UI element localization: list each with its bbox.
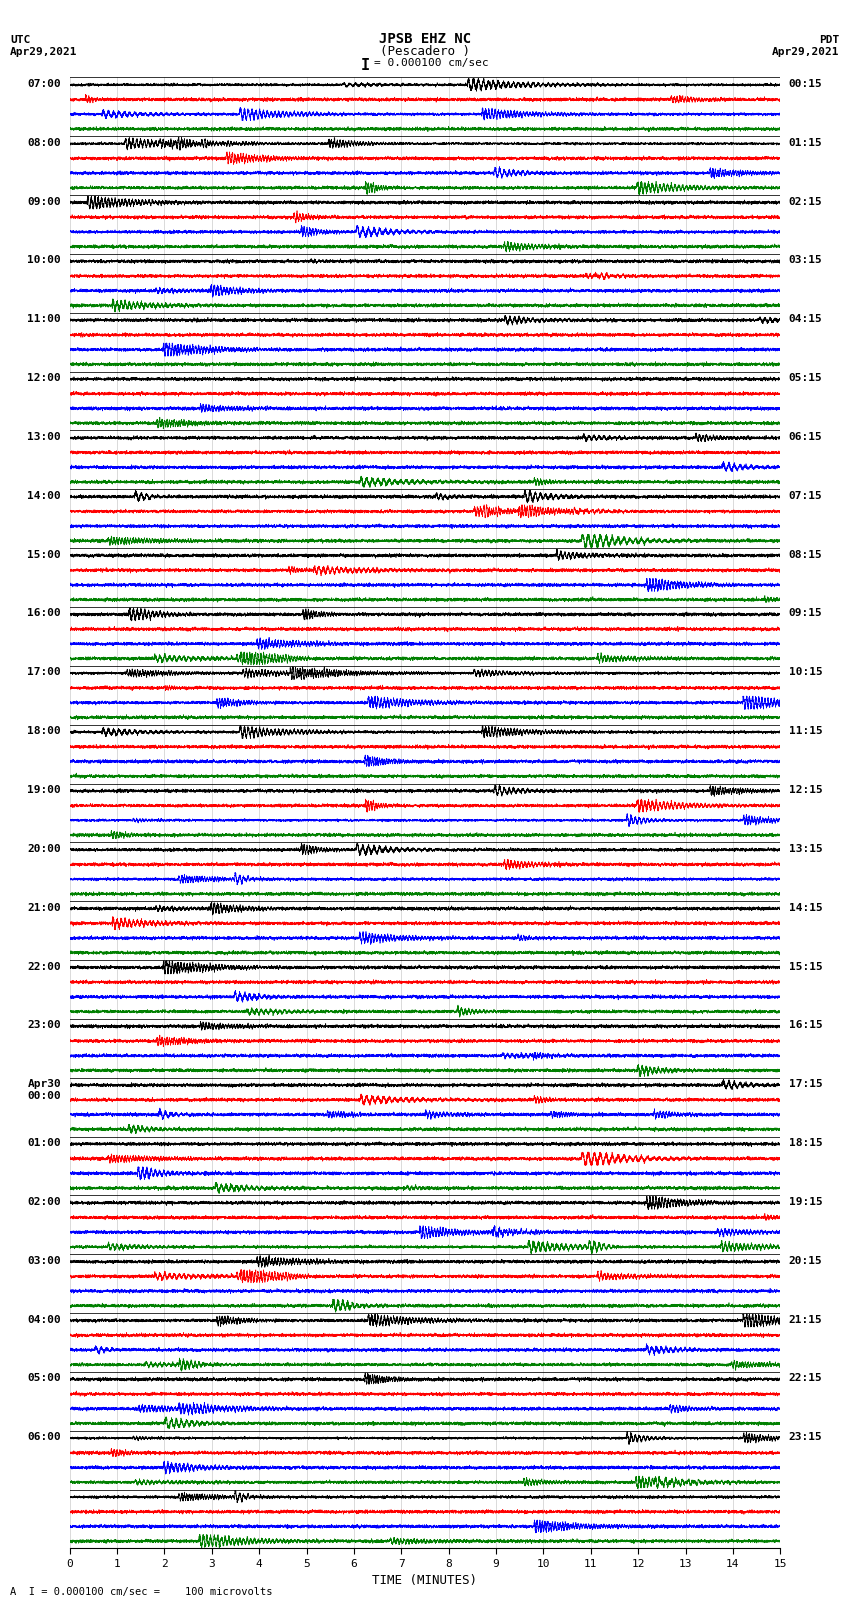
Text: 09:15: 09:15 [789, 608, 823, 618]
Text: 14:00: 14:00 [27, 490, 61, 500]
Text: 20:00: 20:00 [27, 844, 61, 853]
Text: 21:00: 21:00 [27, 903, 61, 913]
Text: 16:15: 16:15 [789, 1021, 823, 1031]
Text: = 0.000100 cm/sec: = 0.000100 cm/sec [374, 58, 489, 68]
Text: 07:00: 07:00 [27, 79, 61, 89]
Text: 12:15: 12:15 [789, 786, 823, 795]
Text: 06:00: 06:00 [27, 1432, 61, 1442]
Text: 01:15: 01:15 [789, 137, 823, 148]
Text: 08:00: 08:00 [27, 137, 61, 148]
Text: 13:00: 13:00 [27, 432, 61, 442]
Text: 22:00: 22:00 [27, 961, 61, 971]
Text: 02:00: 02:00 [27, 1197, 61, 1207]
Text: 14:15: 14:15 [789, 903, 823, 913]
Text: Apr29,2021: Apr29,2021 [773, 47, 840, 56]
Text: 11:00: 11:00 [27, 315, 61, 324]
Text: 05:00: 05:00 [27, 1373, 61, 1384]
Text: 15:15: 15:15 [789, 961, 823, 971]
Text: 02:15: 02:15 [789, 197, 823, 206]
Text: 06:15: 06:15 [789, 432, 823, 442]
Text: 09:00: 09:00 [27, 197, 61, 206]
Text: 16:00: 16:00 [27, 608, 61, 618]
Text: 03:15: 03:15 [789, 255, 823, 266]
Text: Apr30: Apr30 [27, 1079, 61, 1089]
Text: 18:00: 18:00 [27, 726, 61, 736]
Text: 12:00: 12:00 [27, 373, 61, 384]
Text: 07:15: 07:15 [789, 490, 823, 500]
Text: 18:15: 18:15 [789, 1139, 823, 1148]
Text: 22:15: 22:15 [789, 1373, 823, 1384]
Text: 23:15: 23:15 [789, 1432, 823, 1442]
Text: Apr29,2021: Apr29,2021 [10, 47, 77, 56]
Text: 17:00: 17:00 [27, 668, 61, 677]
Text: 21:15: 21:15 [789, 1315, 823, 1324]
X-axis label: TIME (MINUTES): TIME (MINUTES) [372, 1574, 478, 1587]
Text: PDT: PDT [819, 35, 840, 45]
Text: 20:15: 20:15 [789, 1257, 823, 1266]
Text: 08:15: 08:15 [789, 550, 823, 560]
Text: 19:15: 19:15 [789, 1197, 823, 1207]
Text: 00:15: 00:15 [789, 79, 823, 89]
Text: A  I = 0.000100 cm/sec =    100 microvolts: A I = 0.000100 cm/sec = 100 microvolts [10, 1587, 273, 1597]
Text: 01:00: 01:00 [27, 1139, 61, 1148]
Text: 19:00: 19:00 [27, 786, 61, 795]
Text: 03:00: 03:00 [27, 1257, 61, 1266]
Text: 10:00: 10:00 [27, 255, 61, 266]
Text: 00:00: 00:00 [27, 1090, 61, 1102]
Text: 05:15: 05:15 [789, 373, 823, 384]
Text: 13:15: 13:15 [789, 844, 823, 853]
Text: (Pescadero ): (Pescadero ) [380, 45, 470, 58]
Text: 04:15: 04:15 [789, 315, 823, 324]
Text: 23:00: 23:00 [27, 1021, 61, 1031]
Text: JPSB EHZ NC: JPSB EHZ NC [379, 32, 471, 47]
Text: 17:15: 17:15 [789, 1079, 823, 1089]
Text: 15:00: 15:00 [27, 550, 61, 560]
Text: I: I [361, 58, 370, 73]
Text: 11:15: 11:15 [789, 726, 823, 736]
Text: 10:15: 10:15 [789, 668, 823, 677]
Text: 04:00: 04:00 [27, 1315, 61, 1324]
Text: UTC: UTC [10, 35, 31, 45]
